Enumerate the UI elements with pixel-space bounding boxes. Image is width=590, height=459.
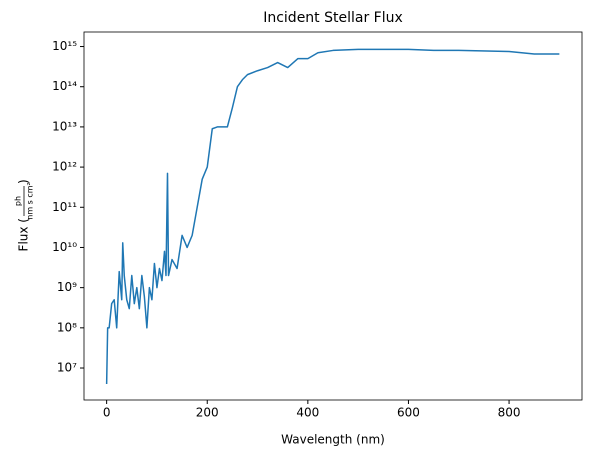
axes-frame (83, 31, 583, 401)
y-label-prefix: Flux ( (17, 218, 31, 251)
y-tick-label: 10¹¹ (52, 200, 77, 214)
y-tick-label: 10⁸ (57, 320, 77, 334)
x-tick-label: 800 (498, 406, 521, 420)
y-tick-label: 10¹⁰ (52, 240, 77, 254)
y-tick-label: 10⁷ (57, 361, 77, 375)
x-tick-label: 600 (397, 406, 420, 420)
y-label-denominator: nm s cm² (26, 182, 35, 220)
y-tick-label: 10¹³ (52, 119, 77, 133)
x-tick-label: 200 (196, 406, 219, 420)
y-label-suffix: ) (17, 179, 31, 184)
y-axis-label: Flux ( ph nm s cm² ) (14, 179, 35, 251)
x-tick-label: 0 (103, 406, 111, 420)
x-axis-label: Wavelength (nm) (281, 433, 385, 447)
y-label-numerator: ph (14, 196, 23, 206)
y-tick-label: 10¹² (52, 160, 77, 174)
chart-title: Incident Stellar Flux (263, 10, 403, 26)
y-tick-label: 10¹⁴ (52, 79, 77, 93)
y-tick-label: 10⁹ (57, 280, 77, 294)
x-tick-label: 400 (296, 406, 319, 420)
y-tick-label: 10¹⁵ (52, 39, 77, 53)
line-series (105, 48, 560, 385)
